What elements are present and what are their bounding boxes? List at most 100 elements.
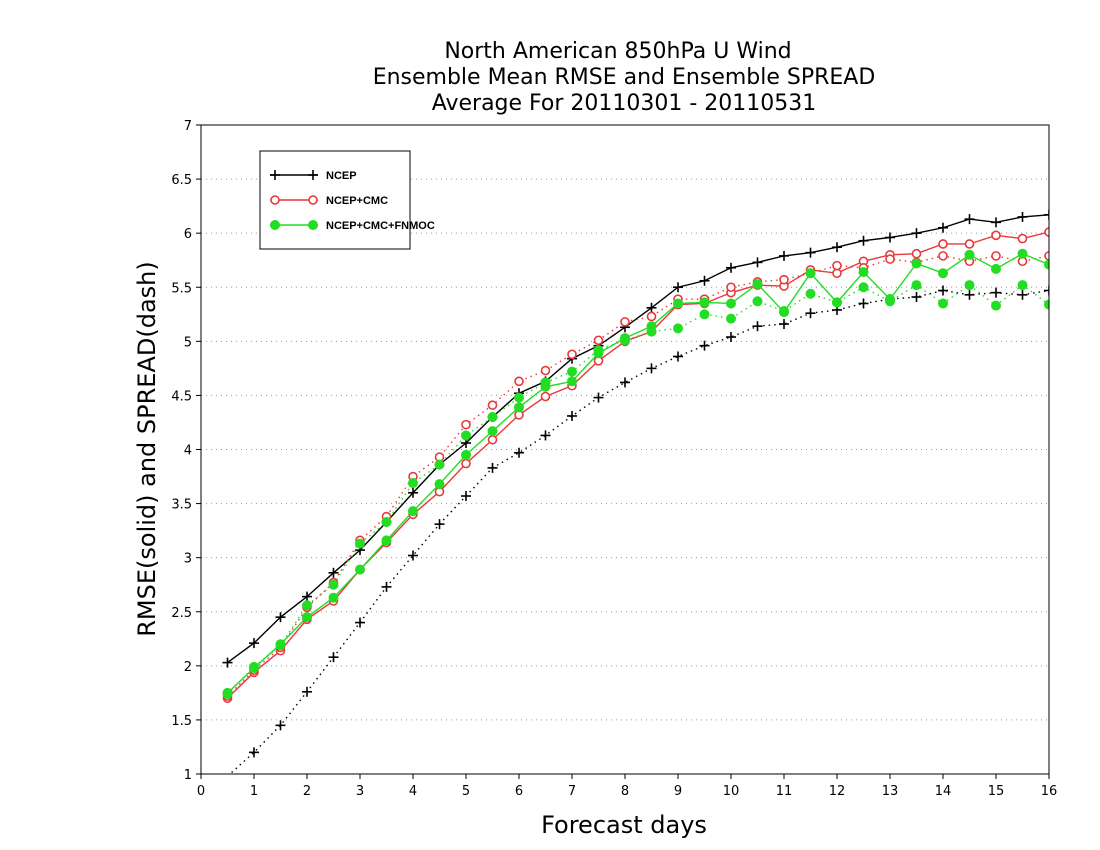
chart: North American 850hPa U Wind Ensemble Me… [0,0,1100,850]
ncep-spread-point [965,290,975,300]
x-tick-label: 11 [776,784,793,799]
ncep-cmc-rmse-line [228,232,1050,698]
ncep-rmse-point [965,214,975,224]
x-tick-label: 7 [568,784,576,799]
y-tick-label: 5.5 [171,281,192,296]
x-tick-label: 15 [988,784,1005,799]
ncep-cmc-spread-point [621,318,629,326]
ncep-spread-point [249,747,259,757]
ncep-cmc-fnmoc-spread-point [382,517,391,526]
y-tick-label: 4 [184,444,192,459]
ncep-cmc-fnmoc-spread-point [594,345,603,354]
ncep-cmc-fnmoc-rmse-line [228,254,1050,693]
ncep-cmc-fnmoc-rmse-point [515,403,524,412]
ncep-cmc-fnmoc-spread-point [727,314,736,323]
ncep-cmc-fnmoc-spread-point [250,662,259,671]
ncep-rmse-point [806,248,816,258]
ncep-spread-point [753,321,763,331]
ncep-rmse-line [228,215,1050,663]
ncep-cmc-fnmoc-rmse-point [303,613,312,622]
ncep-cmc-fnmoc-spread-point [806,289,815,298]
ncep-cmc-fnmoc-spread-line [228,285,1050,694]
ncep-cmc-spread-series [224,252,1054,700]
y-tick-label: 3 [184,552,192,567]
ncep-cmc-spread-line [228,256,1050,696]
ncep-cmc-fnmoc-rmse-point [965,250,974,259]
title-line-3: Average For 20110301 - 20110531 [432,91,817,116]
ncep-cmc-fnmoc-spread-point [276,641,285,650]
ncep-cmc-fnmoc-spread-point [621,336,630,345]
ncep-cmc-fnmoc-rmse-point [1018,249,1027,258]
ncep-cmc-fnmoc-rmse-point [382,536,391,545]
y-tick-label: 6 [184,227,192,242]
ncep-cmc-fnmoc-spread-point [462,431,471,440]
ncep-spread-point [806,308,816,318]
ncep-rmse-point [700,276,710,286]
y-tick-label: 3.5 [171,498,192,513]
ncep-cmc-fnmoc-spread-point [329,580,338,589]
ncep-cmc-fnmoc-spread-point [647,327,656,336]
y-axis-label: RMSE(solid) and SPREAD(dash) [133,261,161,637]
ncep-cmc-fnmoc-spread-point [833,298,842,307]
ncep-cmc-fnmoc-rmse-point [859,268,868,277]
x-tick-label: 1 [250,784,258,799]
ncep-cmc-rmse-series [224,228,1054,702]
ncep-cmc-fnmoc-spread-point [356,539,365,548]
ncep-cmc-rmse-point [1019,235,1027,243]
x-tick-label: 8 [621,784,629,799]
y-tick-label: 2 [184,660,192,675]
ncep-cmc-spread-point [886,255,894,263]
ncep-cmc-spread-point [648,312,656,320]
legend-marker-ncep-cmc [271,196,279,204]
legend-label-ncep-cmc-fnmoc: NCEP+CMC+FNMOC [326,220,435,232]
y-tick-label: 6.5 [171,173,192,188]
ncep-cmc-spread-point [992,252,1000,260]
ncep-cmc-fnmoc-rmse-point [700,298,709,307]
ncep-spread-point [726,332,736,342]
x-axis-label: Forecast days [541,811,707,839]
ncep-cmc-fnmoc-spread-point [912,281,921,290]
y-tick-label: 1 [184,768,192,783]
ncep-cmc-fnmoc-spread-point [435,460,444,469]
ncep-cmc-fnmoc-rmse-point [462,450,471,459]
title-line-1: North American 850hPa U Wind [444,39,791,64]
ncep-cmc-fnmoc-rmse-point [568,377,577,386]
x-tick-label: 6 [515,784,523,799]
x-tick-label: 13 [882,784,899,799]
ncep-cmc-fnmoc-spread-point [303,601,312,610]
ncep-cmc-fnmoc-spread-point [753,297,762,306]
ncep-cmc-fnmoc-spread-point [939,299,948,308]
ncep-rmse-point [991,217,1001,227]
ncep-rmse-point [726,263,736,273]
ncep-cmc-fnmoc-rmse-point [356,565,365,574]
ncep-cmc-fnmoc-spread-series [223,281,1054,699]
ncep-spread-line [228,290,1050,776]
x-tick-label: 5 [462,784,470,799]
ncep-cmc-spread-point [833,262,841,270]
ncep-cmc-fnmoc-spread-point [541,378,550,387]
ncep-cmc-rmse-point [542,392,550,400]
ncep-spread-point [594,393,604,403]
ncep-rmse-series [223,210,1055,668]
ncep-cmc-fnmoc-rmse-point [939,269,948,278]
ncep-cmc-fnmoc-rmse-series [223,249,1054,697]
ncep-rmse-point [832,242,842,252]
ncep-cmc-rmse-point [462,460,470,468]
ncep-cmc-rmse-point [489,436,497,444]
ncep-spread-series [228,285,1055,776]
ncep-cmc-spread-point [489,401,497,409]
ncep-cmc-fnmoc-rmse-point [727,299,736,308]
series-lines [223,210,1055,776]
ncep-spread-point [859,298,869,308]
legend-marker-ncep-cmc-fnmoc [309,221,318,230]
ncep-spread-point [779,319,789,329]
ncep-rmse-point [938,223,948,233]
x-axis: 0 1 2 3 4 5 6 7 8 9 10 11 12 13 14 15 16 [197,774,1057,799]
legend-label-ncep: NCEP [326,170,357,182]
y-axis: 11.522.533.544.555.566.57 [171,119,201,783]
x-tick-label: 3 [356,784,364,799]
legend: NCEPNCEP+CMCNCEP+CMC+FNMOC [260,151,435,249]
x-tick-label: 4 [409,784,417,799]
chart-title: North American 850hPa U Wind Ensemble Me… [373,39,876,116]
ncep-rmse-point [1018,212,1028,222]
